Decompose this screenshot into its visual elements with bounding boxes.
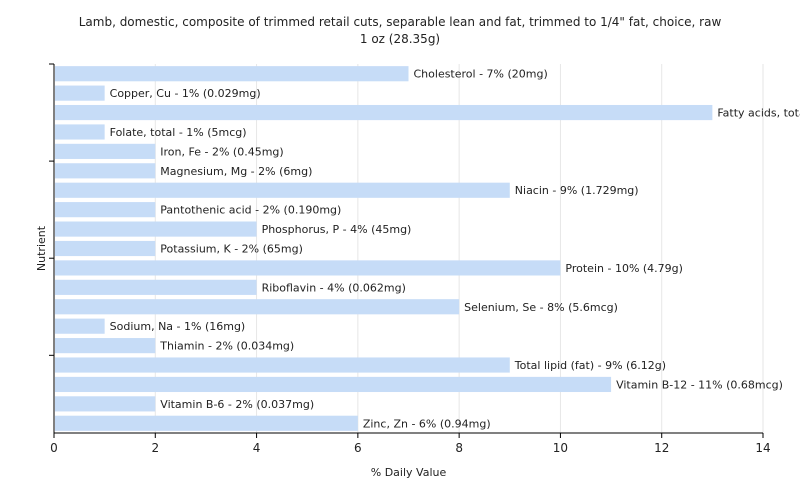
bar-label: Selenium, Se - 8% (5.6mcg) <box>464 301 618 314</box>
bar-label: Iron, Fe - 2% (0.45mg) <box>160 145 283 158</box>
bar-label: Thiamin - 2% (0.034mg) <box>159 340 294 353</box>
x-axis-title: % Daily Value <box>371 466 447 479</box>
x-tick-label: 14 <box>755 441 770 455</box>
bar <box>55 376 612 393</box>
bar-label: Protein - 10% (4.79g) <box>565 262 683 275</box>
bar <box>55 338 156 354</box>
bar <box>55 202 156 218</box>
chart-title-main: Lamb, domestic, composite of trimmed ret… <box>78 15 722 29</box>
bar-label: Phosphorus, P - 4% (45mg) <box>262 223 412 236</box>
bar-label: Riboflavin - 4% (0.062mg) <box>262 281 406 294</box>
bar <box>55 396 156 412</box>
bar <box>55 104 713 121</box>
x-tick-label: 12 <box>654 441 669 455</box>
x-tick-label: 4 <box>253 441 261 455</box>
bar <box>55 260 561 276</box>
x-tick-label: 8 <box>455 441 463 455</box>
bar <box>55 182 510 198</box>
bar <box>55 299 460 315</box>
bar <box>55 163 156 179</box>
bar-label: Niacin - 9% (1.729mg) <box>515 184 639 197</box>
bar-label: Fatty acids, total saturated - 13% (2.68… <box>717 107 800 120</box>
bar-label: Zinc, Zn - 6% (0.94mg) <box>363 417 491 430</box>
bar-label: Vitamin B-12 - 11% (0.68mcg) <box>616 378 783 391</box>
x-tick-label: 2 <box>151 441 159 455</box>
bar <box>55 415 358 431</box>
bar <box>55 318 105 334</box>
x-tick-label: 0 <box>50 441 58 455</box>
bar-label: Pantothenic acid - 2% (0.190mg) <box>160 204 341 217</box>
x-tick-label: 10 <box>553 441 568 455</box>
bar <box>55 221 257 237</box>
bar <box>55 279 257 295</box>
y-axis-title: Nutrient <box>35 225 48 271</box>
bar <box>55 143 156 159</box>
bar-label: Potassium, K - 2% (65mg) <box>160 243 303 256</box>
bar <box>55 85 105 101</box>
bar-label: Vitamin B-6 - 2% (0.037mg) <box>160 398 314 411</box>
bar-label: Magnesium, Mg - 2% (6mg) <box>160 165 312 178</box>
bar <box>55 66 409 82</box>
bar <box>55 240 156 257</box>
bar-label: Copper, Cu - 1% (0.029mg) <box>110 87 261 100</box>
bar <box>55 124 105 140</box>
x-tick-label: 6 <box>354 441 362 455</box>
chart-title: Lamb, domestic, composite of trimmed ret… <box>0 14 800 48</box>
bar <box>55 357 510 373</box>
bar-label: Sodium, Na - 1% (16mg) <box>110 320 246 333</box>
bar-label: Cholesterol - 7% (20mg) <box>414 68 548 81</box>
bar-label: Total lipid (fat) - 9% (6.12g) <box>514 359 666 372</box>
bar-label: Folate, total - 1% (5mcg) <box>110 126 247 139</box>
chart-subtitle: 1 oz (28.35g) <box>359 32 441 46</box>
